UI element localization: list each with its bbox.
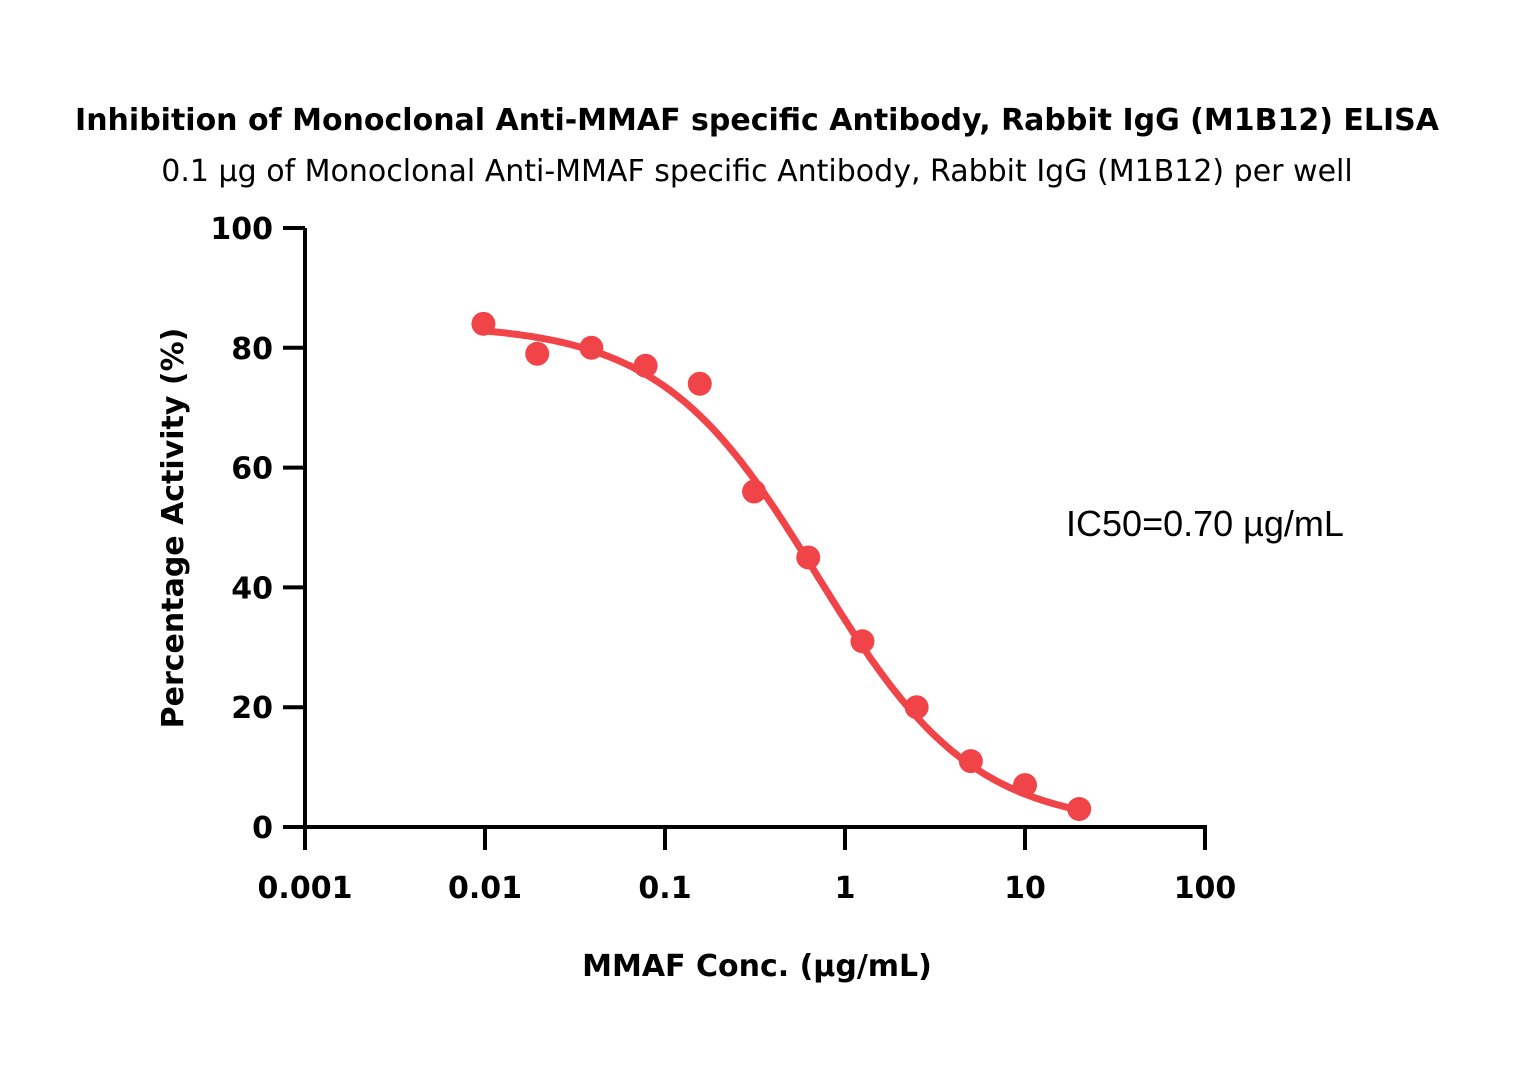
x-tick-label: 0.01 [448,871,522,906]
x-tick-label: 0.001 [258,871,353,906]
y-tick-label: 100 [210,212,273,247]
data-point [579,335,604,360]
x-ticks: 0.001 0.01 0.1 1 10 100 [258,827,1237,906]
data-point [687,371,712,396]
data-point [796,545,821,570]
y-tick-label: 0 [252,811,273,846]
y-tick-label: 80 [231,332,273,367]
fit-curve [481,327,1083,814]
data-point [633,353,658,378]
data-point [904,695,929,720]
axes [283,228,1207,829]
x-tick-label: 10 [1004,871,1046,906]
data-point [1013,773,1037,798]
data-point [850,629,875,654]
y-tick-label: 40 [231,571,273,606]
data-points [471,311,1092,822]
x-tick-label: 1 [835,871,856,906]
chart-title: Inhibition of Monoclonal Anti-MMAF speci… [75,103,1440,138]
data-point [742,479,767,504]
x-axis-label: MMAF Conc. (µg/mL) [582,949,932,984]
data-point [958,749,983,774]
ic50-annotation: IC50=0.70 µg/mL [1066,503,1344,544]
y-tick-label: 20 [231,691,273,726]
data-point [1067,797,1092,822]
x-tick-label: 0.1 [638,871,691,906]
y-axis-label: Percentage Activity (%) [156,328,191,729]
y-ticks: 0 20 40 60 80 100 [210,212,305,846]
chart-subtitle: 0.1 µg of Monoclonal Anti-MMAF specific … [161,154,1352,189]
y-tick-label: 60 [231,452,273,487]
x-tick-label: 100 [1174,871,1237,906]
data-point [471,311,496,336]
data-point [525,341,550,366]
